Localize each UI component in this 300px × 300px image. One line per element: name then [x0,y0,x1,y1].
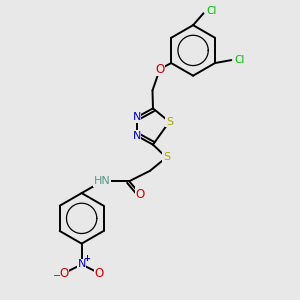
Text: S: S [163,152,170,162]
Text: N: N [132,131,141,141]
Text: O: O [95,267,104,280]
Text: HN: HN [94,176,111,186]
Text: −: − [53,271,61,281]
Text: O: O [136,188,145,201]
Text: Cl: Cl [235,55,245,65]
Text: O: O [59,267,68,280]
Text: N: N [77,260,86,269]
Text: O: O [155,62,164,76]
Text: S: S [166,117,173,127]
Text: N: N [132,112,141,122]
Text: Cl: Cl [207,7,217,16]
Text: +: + [83,254,91,263]
